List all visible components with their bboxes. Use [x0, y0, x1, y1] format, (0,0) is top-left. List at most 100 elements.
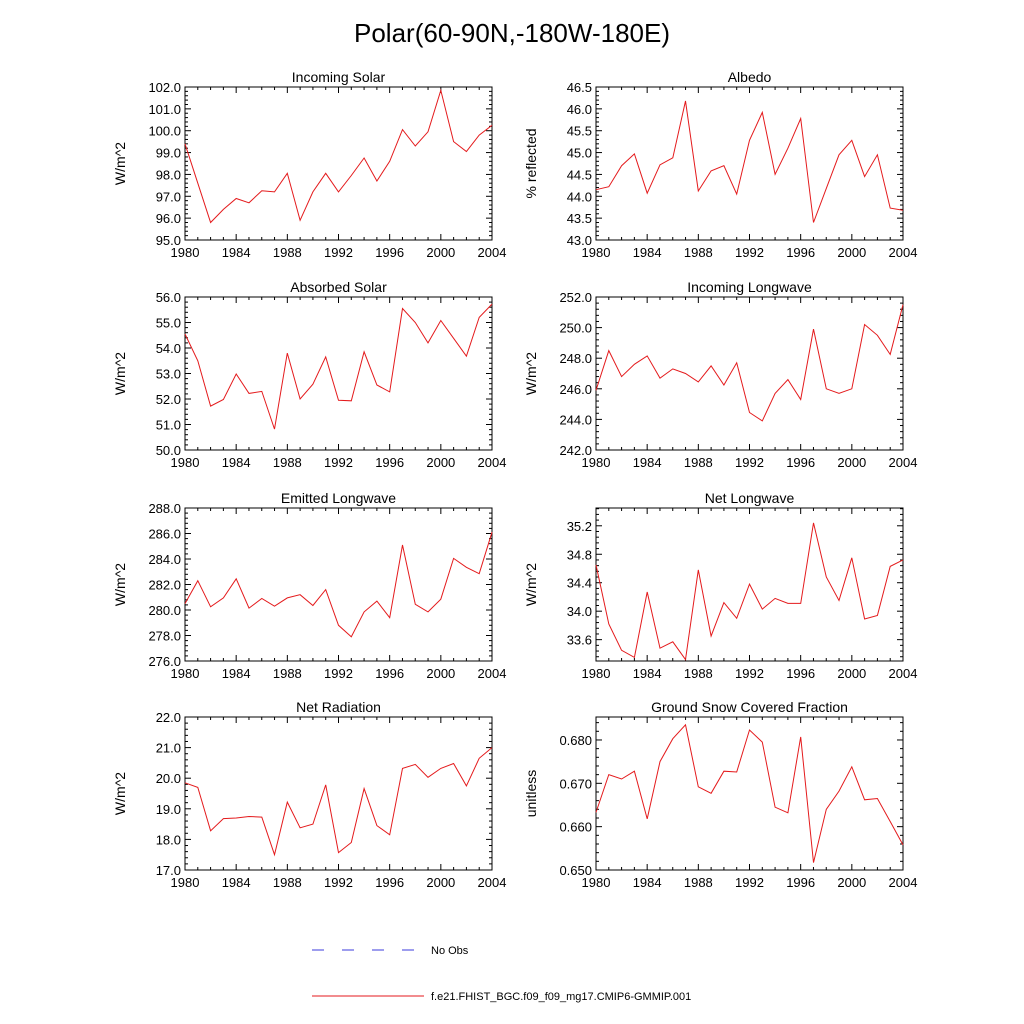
x-tick-label: 1984 — [222, 455, 251, 470]
y-tick-label: 34.8 — [567, 547, 592, 562]
y-tick-label: 100.0 — [148, 124, 181, 139]
x-tick-label: 1980 — [171, 666, 200, 681]
y-tick-label: 50.0 — [156, 443, 181, 458]
y-tick-label: 21.0 — [156, 741, 181, 756]
y-tick-label: 53.0 — [156, 367, 181, 382]
x-tick-label: 1988 — [684, 245, 713, 260]
y-axis-label: W/m^2 — [523, 352, 539, 395]
panel-emitted-longwave: Emitted Longwave W/m^2 1980 1984 1988 1992 199… — [112, 490, 506, 681]
y-tick-label: 18.0 — [156, 832, 181, 847]
y-tick-label: 17.0 — [156, 863, 181, 878]
y-tick-label: 34.0 — [567, 604, 592, 619]
y-tick-label: 288.0 — [148, 501, 181, 516]
x-tick-label: 1992 — [735, 245, 764, 260]
y-tick-label: 34.4 — [567, 576, 592, 591]
y-tick-label: 250.0 — [559, 321, 592, 336]
x-tick-label: 1988 — [273, 666, 302, 681]
y-axis-label: W/m^2 — [112, 142, 128, 185]
plot-frame — [184, 507, 493, 662]
series-line-model-run — [595, 723, 904, 863]
x-tick-label: 1980 — [171, 875, 200, 890]
x-tick-label: 2000 — [837, 245, 866, 260]
plot-frame — [184, 296, 493, 451]
y-tick-label: 46.5 — [567, 80, 592, 95]
y-axis-label: W/m^2 — [112, 563, 128, 606]
x-tick-label: 2004 — [478, 245, 507, 260]
y-tick-label: 22.0 — [156, 710, 181, 725]
y-axis-label: % reflected — [523, 128, 539, 198]
panel-title: Ground Snow Covered Fraction — [651, 699, 848, 715]
series-line-model-run — [184, 303, 493, 430]
x-tick-label: 1992 — [324, 666, 353, 681]
y-tick-label: 244.0 — [559, 412, 592, 427]
x-tick-label: 1996 — [786, 666, 815, 681]
y-tick-label: 19.0 — [156, 802, 181, 817]
series-line-model-run — [595, 304, 904, 422]
x-tick-label: 2004 — [889, 666, 918, 681]
series-line-model-run — [595, 522, 904, 661]
y-tick-label: 43.0 — [567, 233, 592, 248]
panels: Incoming Solar W/m^2 1980 1984 1988 1992 1996 2… — [112, 69, 917, 890]
y-tick-label: 246.0 — [559, 382, 592, 397]
plot-frame — [595, 716, 904, 871]
y-tick-label: 0.650 — [559, 863, 592, 878]
y-tick-label: 56.0 — [156, 290, 181, 305]
y-tick-label: 248.0 — [559, 351, 592, 366]
x-tick-label: 1980 — [582, 666, 611, 681]
x-tick-label: 1984 — [222, 245, 251, 260]
x-tick-label: 1980 — [582, 245, 611, 260]
panel-absorbed-solar: Absorbed Solar W/m^2 1980 1984 1988 1992 1996 2… — [112, 279, 506, 470]
x-tick-label: 1992 — [324, 875, 353, 890]
y-tick-label: 95.0 — [156, 233, 181, 248]
x-tick-label: 1984 — [633, 666, 662, 681]
x-tick-label: 1992 — [735, 455, 764, 470]
panel-title: Net Longwave — [705, 490, 795, 506]
x-tick-label: 1992 — [735, 875, 764, 890]
x-tick-label: 1988 — [684, 875, 713, 890]
y-tick-label: 44.5 — [567, 167, 592, 182]
x-tick-label: 2004 — [889, 455, 918, 470]
panel-title: Incoming Longwave — [687, 279, 812, 295]
panel-albedo: Albedo % reflected 1980 1984 1988 1992 1996 200… — [523, 69, 917, 260]
y-tick-label: 96.0 — [156, 211, 181, 226]
y-tick-label: 280.0 — [148, 603, 181, 618]
y-tick-label: 51.0 — [156, 418, 181, 433]
y-axis-label: W/m^2 — [112, 772, 128, 815]
x-tick-label: 1992 — [324, 455, 353, 470]
y-tick-label: 284.0 — [148, 552, 181, 567]
panel-title: Emitted Longwave — [281, 490, 396, 506]
x-tick-label: 1984 — [222, 666, 251, 681]
series-line-model-run — [184, 747, 493, 857]
panel-incoming-longwave: Incoming Longwave W/m^2 1980 1984 1988 1992 19… — [523, 279, 917, 470]
x-tick-label: 1996 — [375, 455, 404, 470]
x-tick-label: 2004 — [478, 455, 507, 470]
x-tick-label: 2000 — [837, 666, 866, 681]
y-tick-label: 0.670 — [559, 776, 592, 791]
x-tick-label: 2000 — [426, 875, 455, 890]
x-tick-label: 1992 — [324, 245, 353, 260]
y-tick-label: 242.0 — [559, 443, 592, 458]
x-tick-label: 2000 — [837, 875, 866, 890]
plot-frame — [184, 716, 493, 871]
legend-model-run-label: f.e21.FHIST_BGC.f09_f09_mg17.CMIP6-GMMIP… — [431, 991, 691, 1003]
y-tick-label: 52.0 — [156, 392, 181, 407]
panel-net-radiation: Net Radiation W/m^2 1980 1984 1988 1992 1996 20… — [112, 699, 506, 890]
x-tick-label: 1996 — [375, 875, 404, 890]
y-tick-label: 98.0 — [156, 167, 181, 182]
y-tick-label: 33.6 — [567, 633, 592, 648]
series-line-model-run — [595, 100, 904, 223]
y-tick-label: 46.0 — [567, 102, 592, 117]
x-tick-label: 1984 — [633, 245, 662, 260]
y-tick-label: 35.2 — [567, 519, 592, 534]
x-tick-label: 1996 — [786, 455, 815, 470]
y-tick-label: 286.0 — [148, 527, 181, 542]
x-tick-label: 1984 — [633, 455, 662, 470]
x-tick-label: 2004 — [889, 875, 918, 890]
x-tick-label: 1996 — [375, 666, 404, 681]
y-axis-label: W/m^2 — [523, 563, 539, 606]
x-tick-label: 1996 — [375, 245, 404, 260]
y-tick-label: 55.0 — [156, 316, 181, 331]
y-tick-label: 278.0 — [148, 629, 181, 644]
x-tick-label: 1988 — [273, 245, 302, 260]
